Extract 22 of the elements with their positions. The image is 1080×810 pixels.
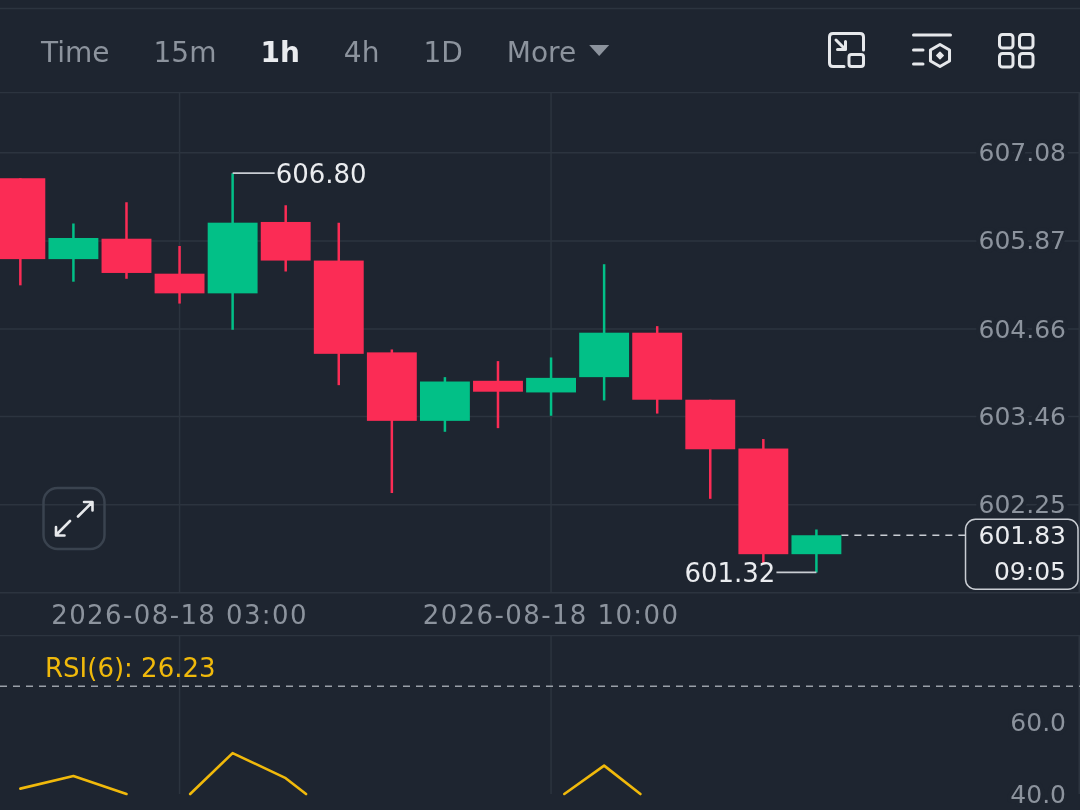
y-tick-label: 604.66 <box>978 314 1066 344</box>
category-label: Time <box>40 35 110 69</box>
ref-line-label: 601.83 <box>978 520 1066 550</box>
y-tick-label: 60.0 <box>1010 707 1066 737</box>
candlestick <box>473 359 523 430</box>
text: RSI(6): 26.23 <box>45 653 216 683</box>
x-tick-label: 2026-08-18 03:00 <box>51 600 308 630</box>
y-tick-label: 607.08 <box>978 138 1066 168</box>
candlestick <box>526 356 576 418</box>
x-tick-label: 2026-08-18 10:00 <box>422 600 680 630</box>
annotation: 606.80 <box>275 159 367 190</box>
annotation: 09:05 <box>993 556 1066 586</box>
category-label: 4h <box>343 35 380 69</box>
y-tick-label: 602.25 <box>978 490 1066 520</box>
category-label: 15m <box>153 35 217 69</box>
category-label: 1D <box>423 35 463 69</box>
y-tick-label: 603.46 <box>978 401 1066 431</box>
y-tick-label: 605.87 <box>978 226 1066 256</box>
y-tick-label: 40.0 <box>1010 779 1066 809</box>
category-label: 1h <box>260 35 300 69</box>
annotation: 601.32 <box>684 558 776 589</box>
category-label: More <box>506 35 577 69</box>
